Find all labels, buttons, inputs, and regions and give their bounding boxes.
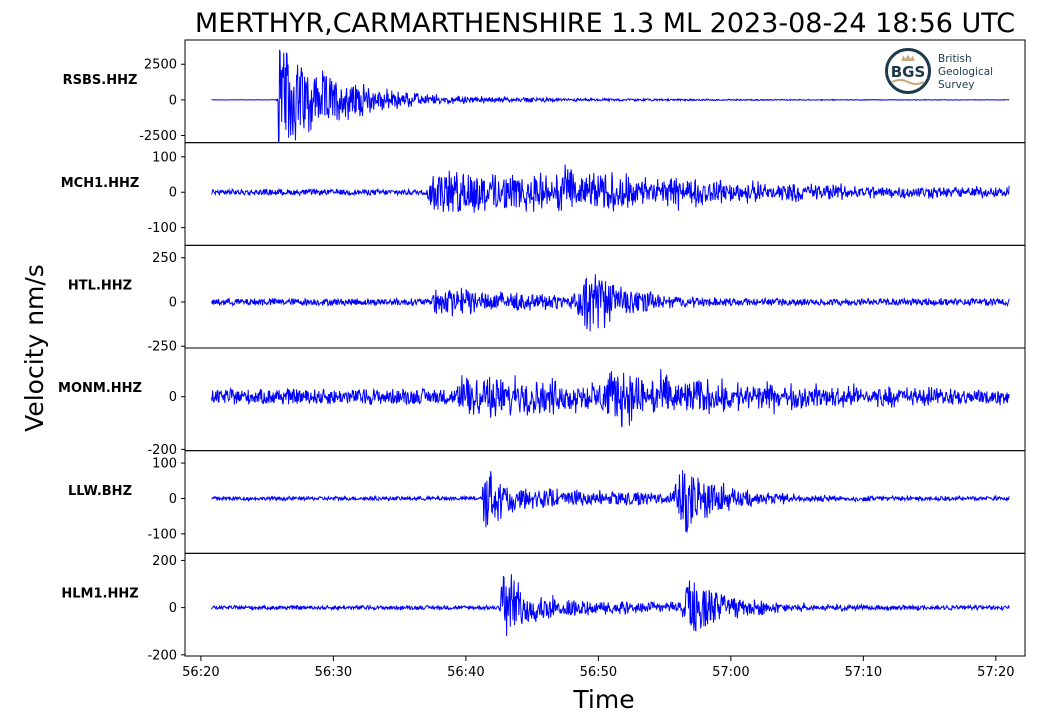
y-tick-label: -250 [147, 340, 177, 355]
waveform-trace [211, 368, 1010, 428]
y-tick-label: -200 [147, 648, 177, 663]
station-label: HLM1.HHZ [61, 586, 138, 601]
y-tick-label: -100 [147, 527, 177, 542]
station-label: LLW.BHZ [68, 484, 132, 499]
x-tick-label: 57:00 [712, 665, 749, 680]
y-tick-label: 200 [152, 554, 177, 569]
waveform-trace [211, 49, 1010, 143]
y-tick-label: -2500 [139, 129, 177, 144]
x-axis-label: Time [572, 685, 634, 714]
bgs-logo-crown-icon [901, 54, 915, 61]
panel-monm-hhz: 0 -200 MONM.HHZ [58, 347, 1026, 458]
bgs-logo-line-3: Survey [938, 79, 975, 91]
y-tick-label: 0 [169, 390, 177, 405]
panel-llw-bhz: 100 0 -100 LLW.BHZ [68, 450, 1026, 554]
panel-frame [184, 552, 1026, 657]
x-tick-label: 56:50 [580, 665, 617, 680]
panel-htl-hhz: 250 0 -250 HTL.HHZ [68, 244, 1026, 355]
waveform-trace [211, 574, 1010, 637]
x-tick-label: 56:20 [182, 665, 219, 680]
y-tick-label: -200 [147, 443, 177, 458]
x-tick-label: 56:30 [315, 665, 352, 680]
x-tick-label: 57:20 [977, 665, 1014, 680]
bgs-logo: BGS British Geological Survey [885, 48, 993, 94]
bgs-logo-strata-icon [891, 79, 925, 85]
bgs-logo-ring [885, 48, 931, 94]
station-label: RSBS.HHZ [63, 73, 138, 88]
chart-title: MERTHYR,CARMARTHENSHIRE 1.3 ML 2023-08-2… [195, 8, 1015, 39]
station-label: HTL.HHZ [68, 278, 132, 293]
bgs-logo-mark: BGS [891, 63, 926, 81]
y-tick-label: 0 [169, 295, 177, 310]
waveform-trace [211, 164, 1010, 213]
bgs-logo-line-1: British [938, 53, 972, 65]
panel-hlm1-hhz: 200 0 -200 HLM1.HHZ [61, 552, 1026, 663]
y-tick-label: 0 [169, 93, 177, 108]
bgs-logo-line-2: Geological [938, 66, 993, 78]
waveform-trace [211, 274, 1010, 332]
x-tick-label: 56:40 [447, 665, 484, 680]
station-label: MCH1.HHZ [61, 176, 140, 191]
panel-frame [184, 450, 1026, 554]
waveform-trace [211, 470, 1010, 533]
y-tick-label: 0 [169, 186, 177, 201]
station-label: MONM.HHZ [58, 381, 142, 396]
y-tick-label: -100 [147, 221, 177, 236]
y-tick-label: 250 [152, 251, 177, 266]
y-tick-label: 100 [152, 457, 177, 472]
y-tick-label: 0 [169, 601, 177, 616]
y-tick-label: 2500 [144, 58, 177, 73]
panels-group: 25000-2500RSBS.HHZ1000-100MCH1.HHZ2500-2… [58, 39, 1026, 663]
y-tick-label: 100 [152, 150, 177, 165]
x-tick-label: 57:10 [845, 665, 882, 680]
panel-mch1-hhz: 100 0 -100 MCH1.HHZ [61, 142, 1026, 246]
y-axis-label: Velocity nm/s [20, 264, 49, 432]
x-axis: 56:20 56:30 56:40 56:50 57:00 57:10 57:20 [182, 656, 1015, 680]
y-tick-label: 0 [169, 492, 177, 507]
panel-rsbs-hhz: 2500 0 -2500 RSBS.HHZ [63, 39, 1026, 144]
